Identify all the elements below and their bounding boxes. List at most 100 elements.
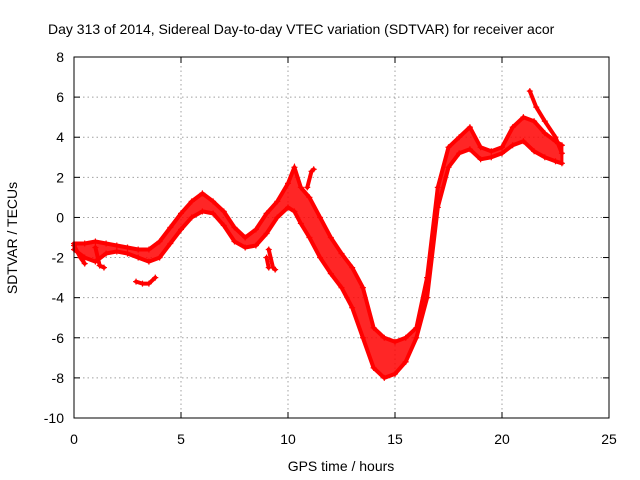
data-point-band-lower	[297, 220, 304, 227]
data-point-band-upper	[156, 238, 163, 245]
data-point-band-lower	[488, 154, 495, 161]
series-line-band-upper	[72, 115, 564, 344]
data-point-band-upper	[285, 180, 291, 187]
data-point-band-upper	[274, 198, 281, 205]
data-point-band-upper	[92, 238, 99, 245]
trace-point-mid-start-segment	[139, 280, 146, 287]
data-point-band-lower	[359, 334, 366, 341]
data-point-band-lower	[349, 304, 356, 311]
trace-point-mid-start-segment	[133, 278, 140, 285]
trace-point-dip-9h	[272, 266, 279, 273]
data-point-band-lower	[392, 370, 398, 377]
data-point-band-lower	[291, 208, 298, 215]
y-tick-label: 2	[56, 169, 64, 185]
data-point-band-lower	[509, 142, 516, 149]
data-point-band-lower	[456, 150, 463, 157]
data-point-band-upper	[297, 184, 304, 191]
data-point-band-upper	[349, 264, 356, 271]
data-point-band-lower	[178, 226, 184, 233]
x-tick-label: 15	[387, 431, 403, 447]
x-tick-label: 5	[177, 431, 185, 447]
data-point-band-lower	[381, 374, 388, 381]
data-point-band-upper	[317, 214, 324, 221]
data-point-band-upper	[531, 118, 538, 125]
trace-point-mid-start-segment	[145, 280, 152, 287]
data-point-band-upper	[124, 244, 131, 251]
data-point-band-lower	[558, 160, 565, 167]
data-point-band-upper	[541, 130, 548, 137]
data-point-band-upper	[242, 234, 249, 241]
trace-point-left-low-segment	[92, 244, 99, 251]
x-tick-label: 10	[280, 431, 296, 447]
grid	[74, 57, 609, 418]
data-point-band-upper	[145, 246, 152, 253]
data-point-band-upper	[252, 226, 259, 233]
data-point-band-upper	[402, 334, 409, 341]
trace-point-left-start-segment	[81, 260, 88, 267]
data-point-band-upper	[231, 224, 238, 231]
data-point-band-lower	[242, 244, 249, 251]
axis-ticks	[73, 56, 610, 419]
data-point-band-lower	[124, 250, 131, 257]
data-point-band-lower	[135, 254, 142, 261]
data-point-band-upper	[167, 224, 174, 231]
data-point-band-lower	[541, 154, 548, 161]
data-point-band-lower	[466, 146, 473, 153]
y-tick-label: -10	[44, 410, 64, 426]
data-point-band-upper	[509, 124, 516, 131]
data-point-band-lower	[445, 164, 452, 171]
data-point-band-lower	[167, 240, 174, 247]
tick-labels: 0 5 10 15 20 25 -10 -8 -6 -4 -2 0 2 4 6 8	[44, 49, 617, 447]
data-point-band-lower	[220, 222, 227, 229]
data-point-band-upper	[263, 210, 270, 217]
data-point-band-upper	[445, 144, 452, 151]
data-point-band-lower	[499, 150, 505, 157]
x-tick-label: 25	[601, 431, 617, 447]
data-point-band-lower	[156, 254, 163, 261]
plot-frame	[73, 56, 610, 419]
trace-spike-10h	[305, 167, 316, 190]
data-point-band-lower	[188, 214, 195, 221]
series-line-band-lower	[72, 139, 564, 380]
data-point-band-lower	[231, 238, 238, 245]
x-axis-label: GPS time / hours	[288, 458, 395, 474]
data-point-band-upper	[188, 198, 195, 205]
data-point-band-lower	[338, 284, 345, 291]
data-point-band-upper	[81, 240, 88, 247]
data-point-band-lower	[199, 208, 206, 215]
data-point-band-lower	[413, 334, 420, 341]
trace-point-dip-9h	[265, 246, 272, 253]
y-tick-label: -4	[52, 290, 65, 306]
data-point-band-upper	[135, 246, 142, 253]
y-tick-label: 4	[56, 129, 64, 145]
data-point-band-lower	[145, 258, 152, 265]
chart-title: Day 313 of 2014, Sidereal Day-to-day VTE…	[48, 21, 555, 37]
trace-point-dip-9h-inner	[263, 254, 270, 261]
data-point-band-upper	[477, 144, 484, 151]
data-point-band-lower	[370, 364, 377, 371]
data-point-band-upper	[178, 210, 184, 217]
trace-point-spike-10h	[310, 166, 317, 173]
data-point-band-upper	[499, 144, 505, 151]
trace-point-spike-10h	[304, 184, 311, 191]
data-point-band-upper	[338, 250, 345, 257]
data-point-band-lower	[531, 148, 538, 155]
trace-point-left-low-segment	[96, 262, 103, 269]
data-point-band-upper	[359, 284, 366, 291]
data-point-band-upper	[327, 234, 334, 241]
data-point-band-upper	[220, 208, 227, 215]
y-axis-label: SDTVAR / TECUs	[4, 182, 20, 294]
y-tick-label: -6	[52, 330, 65, 346]
data-point-band-lower	[402, 358, 409, 365]
data-point-band-upper	[103, 240, 110, 247]
trace-point-peak-21h	[552, 134, 559, 141]
data-point-band-lower	[210, 210, 217, 217]
data-point-band-lower	[274, 214, 281, 221]
data-point-band-upper	[520, 114, 527, 121]
data-point-band-lower	[477, 156, 484, 163]
data-point-band-upper	[456, 134, 463, 141]
data-point-band-upper	[381, 334, 388, 341]
data-point-band-lower	[552, 158, 559, 165]
data-point-band-upper	[370, 324, 377, 331]
data-point-band-upper	[306, 194, 313, 201]
